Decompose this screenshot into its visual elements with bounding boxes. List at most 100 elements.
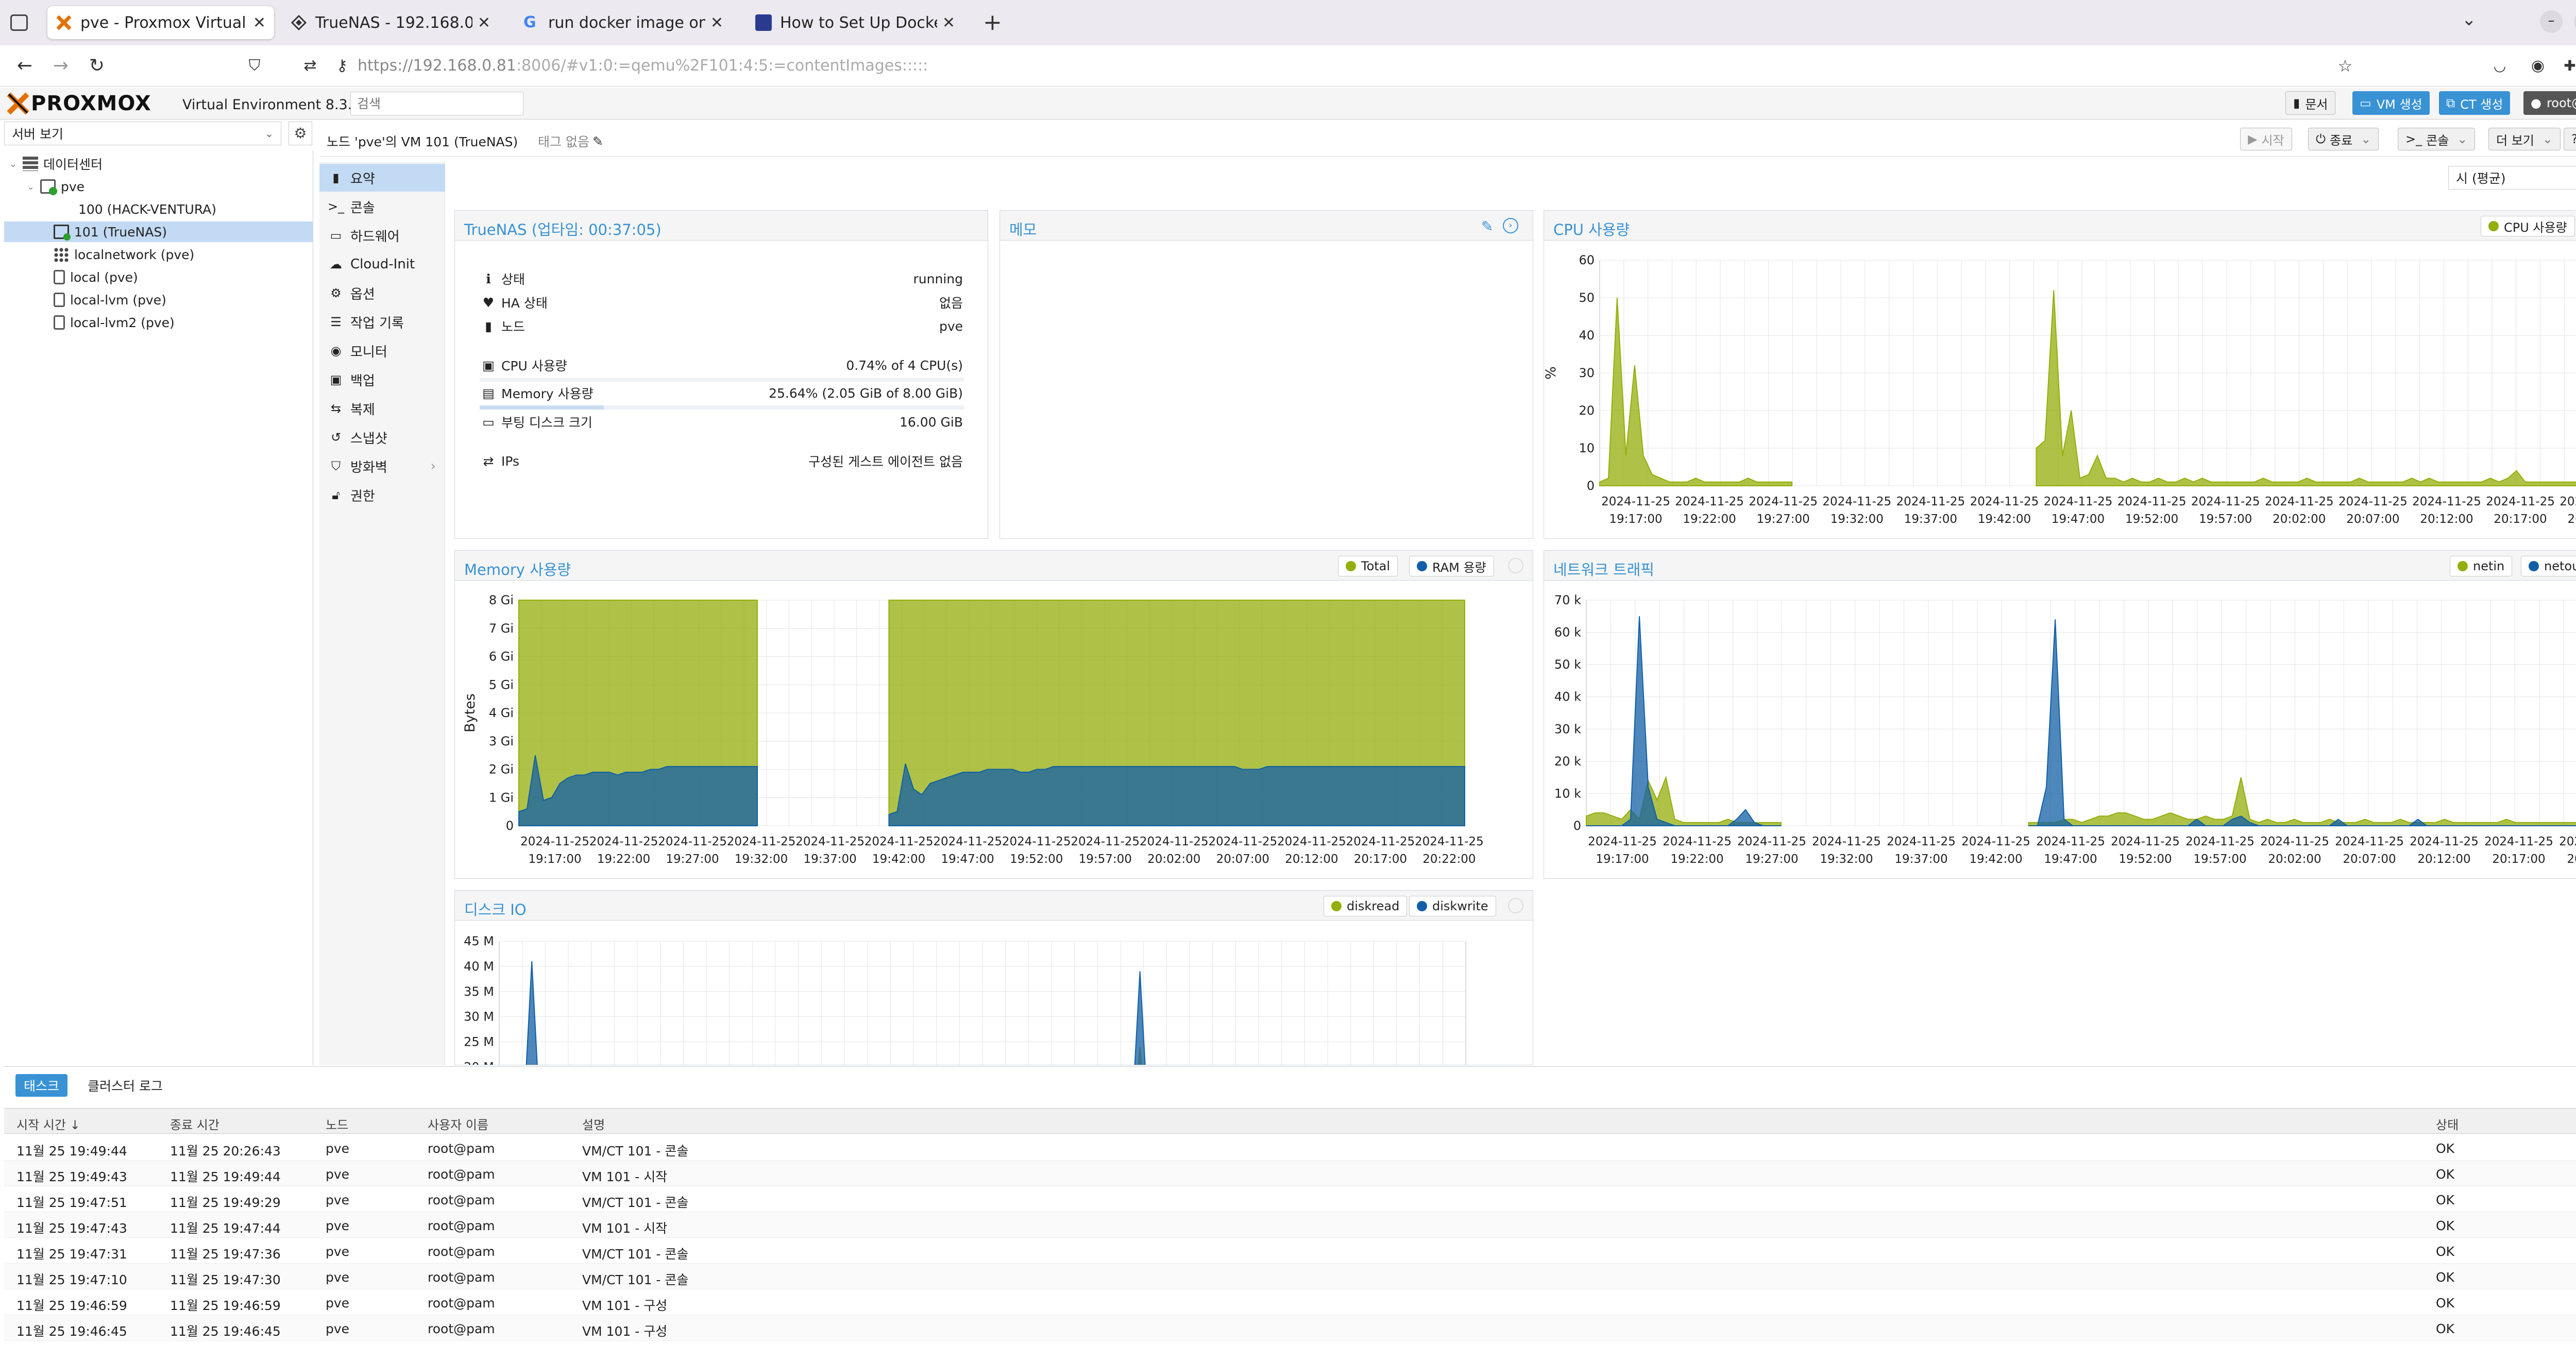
pocket-icon[interactable]: ◡ [2493, 57, 2506, 74]
user-menu-button[interactable]: ●root@pam▼ [2523, 91, 2576, 115]
browser-tab-article[interactable]: How to Set Up Docker in ✕ [747, 6, 963, 39]
task-row[interactable]: 11월 25 19:47:10 11월 25 19:47:30 pve root@pa… [4, 1264, 2576, 1289]
reload-icon[interactable]: ↻ [89, 55, 105, 76]
close-tab-icon[interactable]: ✕ [942, 13, 955, 32]
tree-item-pve[interactable]: ⌄ pve [4, 176, 313, 197]
task-description: VM/CT 101 - 콘솔 [582, 1247, 689, 1262]
y-tick-label: 50 [1579, 291, 1595, 305]
menu-item-snapshots[interactable]: ↺ 스냅샷 [319, 423, 445, 451]
help-button[interactable]: ?도움 [2564, 128, 2576, 150]
menu-item-options[interactable]: ⚙ 옵션 [319, 279, 445, 307]
tree-item-datacenter[interactable]: ⌄ 데이터센터 [4, 154, 313, 174]
data-point-RAM 용량 [543, 800, 544, 801]
task-row[interactable]: 11월 25 19:49:43 11월 25 19:49:44 pve root@pa… [4, 1161, 2576, 1186]
chart-options-icon[interactable] [1508, 898, 1523, 913]
create-vm-button[interactable]: ▭ VM 생성 [2352, 91, 2430, 115]
legend-item-diskread[interactable]: diskread [1324, 896, 1408, 916]
more-button[interactable]: 더 보기 ⌄ [2488, 128, 2561, 150]
pencil-icon[interactable]: ✎ [592, 133, 603, 149]
menu-item-firewall[interactable]: ⛉ 방화벽 › [319, 452, 445, 480]
key-icon[interactable]: ⚷ [336, 57, 348, 75]
close-tab-icon[interactable]: ✕ [252, 13, 266, 32]
legend-item-cpu[interactable]: CPU 사용량 [2481, 216, 2575, 236]
task-row[interactable]: 11월 25 19:49:44 11월 25 20:26:43 pve root@pa… [4, 1135, 2576, 1161]
column-header-node[interactable]: 노드 [326, 1118, 349, 1132]
menu-item-cloud-init[interactable]: ☁ Cloud-Init [319, 250, 445, 278]
search-input[interactable] [350, 92, 523, 115]
tree-item-vm-101[interactable]: 101 (TrueNAS) [4, 222, 313, 242]
tree-item-local-lvm2[interactable]: local-lvm2 (pve) [4, 312, 313, 333]
back-icon[interactable]: ← [16, 55, 33, 76]
shield-icon[interactable]: ⛉ [248, 57, 261, 75]
browser-tab-google[interactable]: G run docker image on pro ✕ [515, 6, 732, 39]
close-tab-icon[interactable]: ✕ [477, 13, 490, 32]
tree-item-local-lvm[interactable]: local-lvm (pve) [4, 290, 313, 310]
expander-icon[interactable]: ⌄ [27, 181, 35, 192]
docs-button[interactable]: ▮ 문서 [2285, 91, 2336, 115]
data-point-netin [2267, 819, 2268, 820]
expander-icon[interactable]: ⌄ [9, 158, 18, 169]
close-tab-icon[interactable]: ✕ [710, 13, 723, 32]
column-header-start[interactable]: 시작 시간 ↓ [16, 1118, 80, 1132]
column-header-end[interactable]: 종료 시간 [170, 1118, 219, 1132]
task-row[interactable]: 11월 25 19:47:43 11월 25 19:47:44 pve root@pa… [4, 1212, 2576, 1238]
console-button[interactable]: >_ 콘솔 ⌄ [2398, 128, 2476, 150]
start-button[interactable]: ▶ 시작 [2240, 128, 2292, 150]
tags-editor[interactable]: 태그 없음 ✎ [538, 132, 603, 150]
menu-item-task-history[interactable]: ☰ 작업 기록 [319, 308, 445, 336]
menu-item-monitor[interactable]: ◉ 모니터 [319, 337, 445, 365]
browser-tab-proxmox[interactable]: pve - Proxmox Virtual En ✕ [47, 6, 274, 39]
tab-tasks[interactable]: 태스크 [15, 1074, 68, 1097]
tab-overflow-icon[interactable]: ⌄ [2462, 9, 2477, 30]
data-point-Total [650, 600, 651, 601]
tree-item-vm-100[interactable]: 100 (HACK-VENTURA) [4, 199, 313, 219]
menu-item-console[interactable]: >_ 콘솔 [319, 193, 445, 220]
url-field[interactable]: https://192.168.0.81:8006/#v1:0:=qemu%2F… [358, 57, 928, 75]
tab-cluster-log[interactable]: 클러스터 로그 [79, 1074, 171, 1097]
maximize-button[interactable]: ▫ [2574, 10, 2576, 33]
create-ct-button[interactable]: ⧉ CT 생성 [2439, 91, 2511, 115]
menu-item-replication[interactable]: ⇆ 복제 [319, 395, 445, 422]
timeframe-select[interactable]: 시 (평균) ⌄ [2448, 166, 2576, 190]
tab-list-icon[interactable] [10, 14, 28, 31]
legend-item-total[interactable]: Total [1338, 556, 1398, 576]
legend-item-ram[interactable]: RAM 용량 [1409, 556, 1494, 576]
task-row[interactable]: 11월 25 19:46:59 11월 25 19:46:59 pve root@pa… [4, 1289, 2576, 1315]
task-row[interactable]: 11월 25 19:46:45 11월 25 19:46:45 pve root@pa… [4, 1315, 2576, 1341]
legend-item-netin[interactable]: netin [2450, 556, 2513, 576]
tree-item-localnetwork[interactable]: localnetwork (pve) [4, 244, 313, 265]
edit-icon[interactable]: ✎ [1481, 218, 1494, 235]
legend-item-diskwrite[interactable]: diskwrite [1409, 896, 1496, 916]
view-select[interactable]: 서버 보기 ⌄ [4, 122, 281, 145]
menu-item-summary[interactable]: ▮ 요약 [319, 164, 445, 192]
forward-icon[interactable]: → [53, 55, 69, 76]
shutdown-button[interactable]: ⏻ 종료 ⌄ [2308, 128, 2379, 150]
create-vm-label: VM 생성 [2376, 97, 2422, 112]
gear-icon[interactable]: › [1503, 218, 1518, 233]
chart-options-icon[interactable] [1508, 558, 1523, 573]
legend-item-netout[interactable]: netout [2521, 556, 2576, 576]
data-point-Total [584, 600, 585, 601]
permissions-icon[interactable]: ⇄ [303, 57, 317, 75]
column-header-status[interactable]: 상태 [2436, 1118, 2459, 1132]
bookmark-star-icon[interactable]: ☆ [2337, 56, 2353, 76]
data-point-netin [2409, 822, 2410, 823]
column-header-user[interactable]: 사용자 이름 [428, 1118, 489, 1132]
menu-item-permissions[interactable]: 🔓︎ 권한 [319, 481, 445, 509]
tree-item-local[interactable]: local (pve) [4, 267, 313, 287]
menu-item-hardware[interactable]: ▭ 하드웨어 [319, 222, 445, 249]
menu-item-backup[interactable]: ▣ 백업 [319, 366, 445, 394]
extensions-icon[interactable]: ✚ [2564, 57, 2576, 74]
account-icon[interactable]: ◉ [2531, 57, 2545, 75]
new-tab-button[interactable]: + [983, 9, 1002, 36]
data-point-CPU 사용량 [1748, 478, 1749, 479]
column-header-description[interactable]: 설명 [582, 1118, 605, 1132]
menu-label: 콘솔 [350, 200, 375, 216]
browser-tab-truenas[interactable]: TrueNAS - 192.168.0.85 ✕ [282, 6, 499, 39]
minimize-button[interactable]: – [2540, 10, 2563, 33]
task-row[interactable]: 11월 25 19:47:51 11월 25 19:49:29 pve root@pa… [4, 1186, 2576, 1212]
gear-icon[interactable]: ⚙ [289, 122, 312, 145]
data-point-Total [1020, 600, 1021, 601]
task-row[interactable]: 11월 25 19:47:31 11월 25 19:47:36 pve root@pa… [4, 1238, 2576, 1264]
data-point-netout [1736, 819, 1737, 820]
